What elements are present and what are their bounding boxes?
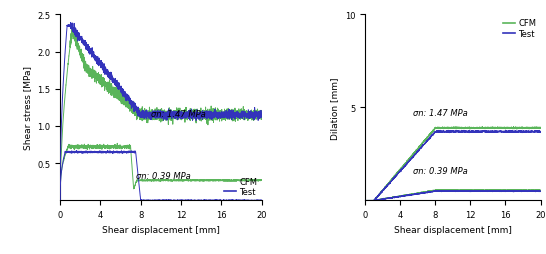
- Y-axis label: Dilation [mm]: Dilation [mm]: [330, 77, 340, 139]
- Text: σn: 0.39 MPa: σn: 0.39 MPa: [135, 171, 191, 180]
- Legend: CFM, Test: CFM, Test: [502, 19, 536, 39]
- X-axis label: Shear displacement [mm]: Shear displacement [mm]: [102, 225, 220, 234]
- Text: σn: 0.39 MPa: σn: 0.39 MPa: [413, 166, 468, 175]
- X-axis label: Shear displacement [mm]: Shear displacement [mm]: [394, 225, 512, 234]
- Y-axis label: Shear stress [MPa]: Shear stress [MPa]: [22, 66, 32, 150]
- Text: σn: 1.47 MPa: σn: 1.47 MPa: [413, 108, 468, 117]
- Legend: CFM, Test: CFM, Test: [224, 177, 258, 197]
- Text: σn: 1.47 MPa: σn: 1.47 MPa: [151, 110, 205, 119]
